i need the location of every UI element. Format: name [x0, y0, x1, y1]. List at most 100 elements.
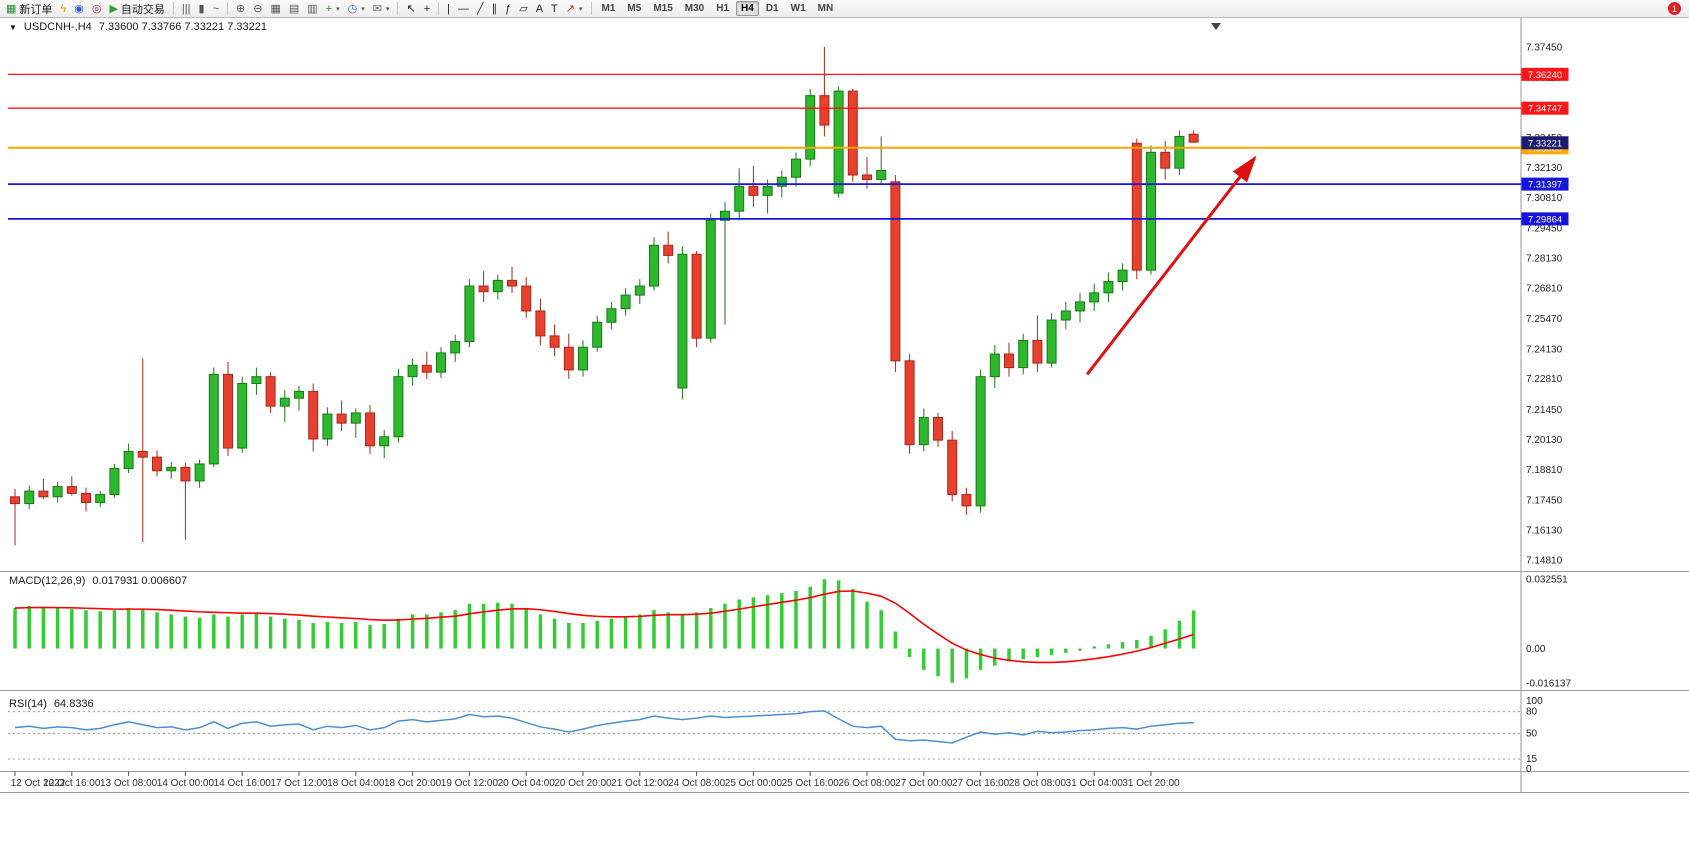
profiles-icon[interactable]: ◉: [70, 0, 88, 18]
rsi-tick-label: 80: [1526, 707, 1538, 718]
candle-body: [450, 341, 461, 354]
time-tick-label: 21 Oct 12:00: [611, 778, 669, 789]
new-order-icon: ▦: [6, 2, 17, 15]
horizontal-line-icon[interactable]: —: [454, 0, 473, 18]
candle-body: [989, 353, 1000, 378]
candle-body: [294, 390, 304, 399]
zoom-out-icon[interactable]: ⊖: [249, 0, 266, 18]
candle-body: [478, 285, 489, 293]
price-tick-label: 7.26810: [1526, 284, 1563, 295]
timeframe-w1[interactable]: W1: [790, 3, 806, 14]
candle-body: [961, 494, 972, 507]
trendline-icon[interactable]: ╱: [473, 0, 488, 18]
price-flag-label: 7.29864: [1528, 214, 1562, 225]
candle-body: [308, 390, 319, 440]
timeframe-mn[interactable]: MN: [817, 3, 834, 14]
horizontal-line-icon: —: [457, 2, 469, 15]
bars-chart-icon[interactable]: |||: [178, 0, 195, 18]
timeframe-m30[interactable]: M30: [684, 3, 705, 14]
price-chart-canvas[interactable]: 7.374507.361107.347907.334507.321307.308…: [0, 18, 1689, 857]
vertical-line-icon[interactable]: |: [443, 0, 454, 18]
cursor-icon[interactable]: ↖: [402, 0, 419, 18]
fibonacci-icon[interactable]: ƒ: [501, 0, 515, 18]
chart-shift-marker[interactable]: [1211, 23, 1221, 30]
bolt-icon[interactable]: ϟ: [56, 0, 70, 18]
candle-body: [862, 174, 872, 181]
price-flag-bg: [1521, 67, 1569, 81]
shapes-icon[interactable]: ▱: [515, 0, 531, 18]
new-order-button[interactable]: ▦ 新订单: [2, 0, 56, 18]
template-icon[interactable]: ✉ ▾: [369, 0, 394, 18]
timeframe-m5[interactable]: M5: [627, 3, 642, 14]
tile-windows-icon[interactable]: ▦: [266, 0, 284, 18]
macd-signal-line: [14, 590, 1194, 664]
zoom-in-icon[interactable]: ⊕: [232, 0, 249, 18]
zoom-out-icon: ⊖: [253, 2, 263, 15]
timeframe-m15[interactable]: M15: [653, 3, 673, 14]
time-tick-label: 31 Oct 20:00: [1122, 778, 1180, 789]
candlesticks: [10, 46, 1199, 546]
text-label-icon[interactable]: A: [532, 0, 547, 18]
price-flag-bg: [1521, 177, 1569, 191]
price-flag-bg: [1521, 212, 1569, 226]
trend-arrow-annotation[interactable]: [1085, 155, 1257, 376]
candle-body: [904, 360, 915, 446]
candle-body: [492, 279, 503, 293]
chart-window-icon[interactable]: ▤: [285, 0, 303, 18]
time-tick-label: 12 Oct 2022: [11, 778, 66, 789]
candle-body: [1075, 301, 1085, 312]
time-tick-label: 25 Oct 00:00: [725, 778, 783, 789]
signal-icon[interactable]: ◎: [88, 0, 106, 18]
candle-body: [166, 466, 177, 472]
channel-icon[interactable]: ∥: [488, 0, 502, 18]
toolbar-separator: [438, 2, 440, 15]
add-indicator-icon[interactable]: + ▾: [322, 0, 344, 18]
chart-list-icon: ▥: [307, 2, 318, 15]
period-icon: ◷: [347, 2, 358, 15]
time-tick-label: 18 Oct 04:00: [327, 778, 385, 789]
line-chart-icon[interactable]: ~: [209, 0, 223, 18]
channel-icon: ∥: [491, 2, 498, 15]
candle-body: [1188, 133, 1199, 143]
current-price-flag: 7.33221: [1521, 136, 1569, 150]
signal-icon: ◎: [91, 2, 102, 15]
price-tick-label: 7.17450: [1526, 496, 1563, 507]
price-tick-label: 7.32130: [1526, 163, 1563, 174]
candles-chart-icon[interactable]: ▮: [195, 0, 209, 18]
toolbar-separator: [172, 2, 174, 15]
time-tick-label: 24 Oct 08:00: [668, 778, 726, 789]
price-tick-label: 7.20130: [1526, 435, 1563, 446]
candle-body: [734, 185, 745, 212]
timeframe-h1[interactable]: H1: [716, 3, 730, 14]
timeframe-d1[interactable]: D1: [765, 3, 779, 14]
current-price-label: 7.33221: [1528, 138, 1562, 149]
bolt-icon: ϟ: [60, 2, 67, 15]
notification-badge[interactable]: 1: [1668, 2, 1681, 15]
candle-body: [66, 486, 77, 494]
time-tick-label: 19 Oct 12:00: [441, 778, 499, 789]
text-icon[interactable]: T: [547, 0, 562, 18]
chart-list-icon[interactable]: ▥: [303, 0, 321, 18]
arrows-tool-icon[interactable]: ↗ ▾: [562, 0, 587, 18]
cursor-icon: ↖: [406, 2, 416, 15]
candle-body: [720, 210, 730, 221]
timeframe-h4[interactable]: H4: [736, 1, 759, 16]
candle-body: [1060, 310, 1071, 321]
price-flag-label: 7.34747: [1528, 104, 1562, 115]
crosshair-icon[interactable]: +: [420, 0, 434, 18]
period-icon[interactable]: ◷ ▾: [344, 0, 369, 18]
time-tick-label: 20 Oct 20:00: [554, 778, 612, 789]
autotrade-button[interactable]: ▶ 自动交易: [105, 0, 168, 18]
toolbar-separator: [227, 2, 228, 15]
chart-window-icon: ▤: [288, 2, 300, 15]
rsi-tick-label: 15: [1526, 754, 1538, 765]
time-tick-label: 25 Oct 16:00: [782, 778, 840, 789]
chevron-down-icon: ▾: [336, 5, 340, 13]
candle-body: [535, 310, 546, 337]
candle-body: [677, 253, 688, 389]
bars-chart-icon: |||: [181, 2, 191, 15]
timeframe-m1[interactable]: M1: [601, 3, 616, 14]
